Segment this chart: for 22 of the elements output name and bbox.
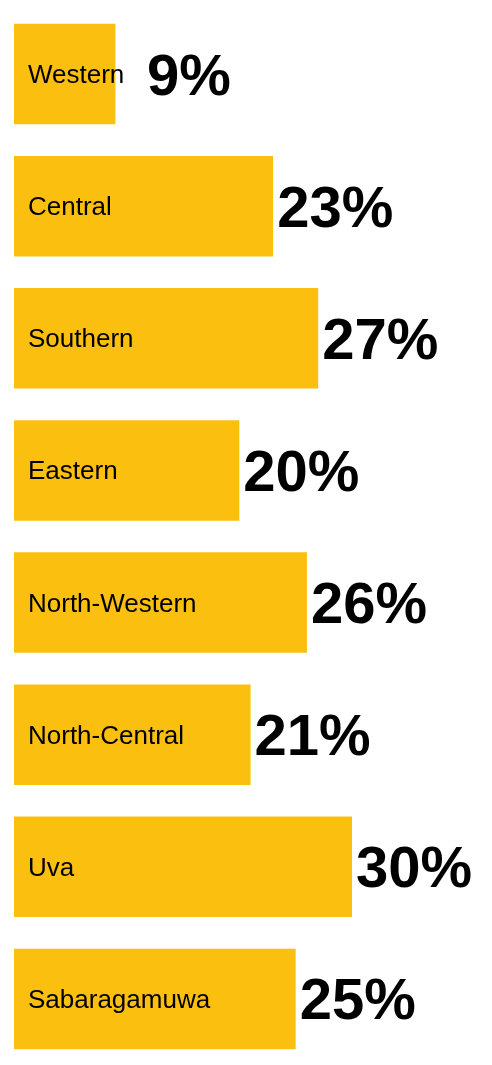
bar xyxy=(14,948,296,1050)
data-label: 26% xyxy=(310,570,428,636)
y-tick-label: North-Central xyxy=(28,719,185,750)
data-label: 27% xyxy=(322,305,439,371)
data-label: 30% xyxy=(356,834,473,900)
data-label: 20% xyxy=(243,437,360,503)
y-tick-label: Uva xyxy=(28,851,75,882)
bar xyxy=(14,155,274,257)
bar xyxy=(14,552,307,653)
bar xyxy=(14,420,240,521)
data-label: 23% xyxy=(277,173,394,239)
data-label: 25% xyxy=(299,966,416,1032)
bar xyxy=(14,684,251,785)
data-label: 9% xyxy=(147,41,231,107)
bar xyxy=(14,288,319,389)
y-tick-label: Sabaragamuwa xyxy=(28,983,211,1014)
y-tick-label: Eastern xyxy=(28,455,118,486)
data-label: 21% xyxy=(254,702,371,768)
y-tick-label: North-Western xyxy=(28,587,197,618)
y-tick-label: Southern xyxy=(28,323,134,354)
bar xyxy=(14,816,352,918)
y-tick-label: Central xyxy=(28,191,112,222)
